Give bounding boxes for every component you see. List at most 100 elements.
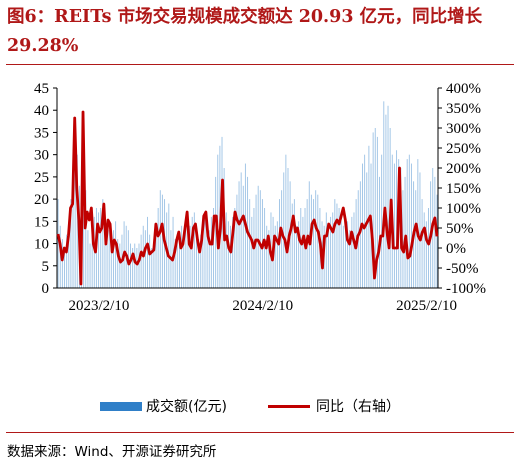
bar [408, 154, 410, 288]
figure-title: 图6：REITs 市场交易规模成交额达 20.93 亿元，同比增长 29.28% [7, 7, 483, 56]
right-tick-label: 150% [446, 181, 481, 197]
bar [268, 230, 270, 288]
bar [415, 190, 417, 288]
bar [372, 132, 374, 288]
x-tick-label: 2025/2/10 [396, 298, 457, 314]
bar [140, 234, 142, 288]
legend-line-label: 同比（右轴） [316, 399, 400, 415]
bar [315, 190, 317, 288]
left-tick-label: 40 [34, 103, 49, 119]
bar [87, 230, 89, 288]
bar [110, 234, 112, 288]
bar [91, 230, 93, 288]
bar [187, 212, 189, 288]
bar [387, 105, 389, 288]
bar [204, 216, 206, 288]
bar [183, 230, 185, 288]
bar [376, 136, 378, 288]
bar [100, 208, 102, 288]
left-tick-label: 35 [34, 125, 49, 141]
bar [168, 203, 170, 288]
left-tick-label: 0 [42, 281, 50, 297]
bar [374, 128, 376, 288]
bar [317, 194, 319, 288]
bar-series [57, 101, 438, 288]
bar [383, 101, 385, 288]
title-rule [6, 64, 514, 65]
bar [419, 172, 421, 288]
left-tick-label: 45 [34, 81, 49, 97]
bar [359, 181, 361, 288]
bar [181, 225, 183, 288]
bar [70, 199, 72, 288]
left-tick-label: 10 [34, 237, 49, 253]
bar [98, 212, 100, 288]
bar [327, 230, 329, 288]
bar [351, 216, 353, 288]
bar [349, 230, 351, 288]
bar [308, 181, 310, 288]
bar [153, 239, 155, 288]
right-tick-label: -50% [446, 261, 479, 277]
bar [102, 199, 104, 288]
bar [66, 234, 68, 288]
bar [185, 221, 187, 288]
bar [302, 216, 304, 288]
right-tick-label: 400% [446, 81, 481, 97]
bar [340, 221, 342, 288]
bar [132, 248, 134, 288]
right-tick-label: 0% [446, 241, 466, 257]
bar [112, 230, 114, 288]
left-tick-label: 30 [34, 148, 49, 164]
bar [240, 172, 242, 288]
bar [172, 216, 174, 288]
bar [76, 154, 78, 288]
bar [266, 225, 268, 288]
bar [410, 163, 412, 288]
legend-bar-swatch [100, 401, 142, 411]
bar [85, 190, 87, 288]
bar [176, 234, 178, 288]
bar [151, 248, 153, 288]
right-tick-label: -100% [446, 281, 486, 297]
right-tick-label: 300% [446, 121, 481, 137]
bar [291, 203, 293, 288]
bar [393, 163, 395, 288]
bar [61, 239, 63, 288]
bar [136, 248, 138, 288]
bar [276, 221, 278, 288]
right-tick-label: 200% [446, 161, 481, 177]
bar [59, 225, 61, 288]
bar [293, 199, 295, 288]
bar [417, 159, 419, 288]
bar [264, 208, 266, 288]
legend: 成交额(亿元) 同比（右轴） [0, 396, 520, 420]
bar [232, 216, 234, 288]
right-tick-label: 100% [446, 201, 481, 217]
bar [108, 230, 110, 288]
bar [157, 208, 159, 288]
right-tick-label: 250% [446, 141, 481, 157]
bar [238, 181, 240, 288]
legend-item-line: 同比（右轴） [268, 396, 400, 416]
bar [191, 216, 193, 288]
bar [296, 225, 297, 288]
left-tick-label: 15 [34, 214, 49, 230]
legend-bar-label: 成交额(亿元) [146, 399, 227, 415]
bar [195, 230, 197, 288]
bar [159, 190, 161, 288]
bar [425, 221, 427, 288]
bar [202, 221, 204, 288]
bar [89, 243, 91, 288]
x-tick-label: 2024/2/10 [232, 298, 293, 314]
source-rule [6, 432, 514, 433]
bar [332, 212, 334, 288]
bar [436, 194, 438, 288]
bar [147, 216, 148, 288]
bar [404, 176, 406, 288]
combo-chart: 0 5 10 15 20 25 30 35 40 45 -100% -50% 0% 50% 100% 150%… [34, 81, 486, 314]
bar [334, 199, 336, 288]
x-tick-label: 2023/2/10 [68, 298, 129, 314]
bar [206, 225, 208, 288]
bar [230, 225, 232, 288]
